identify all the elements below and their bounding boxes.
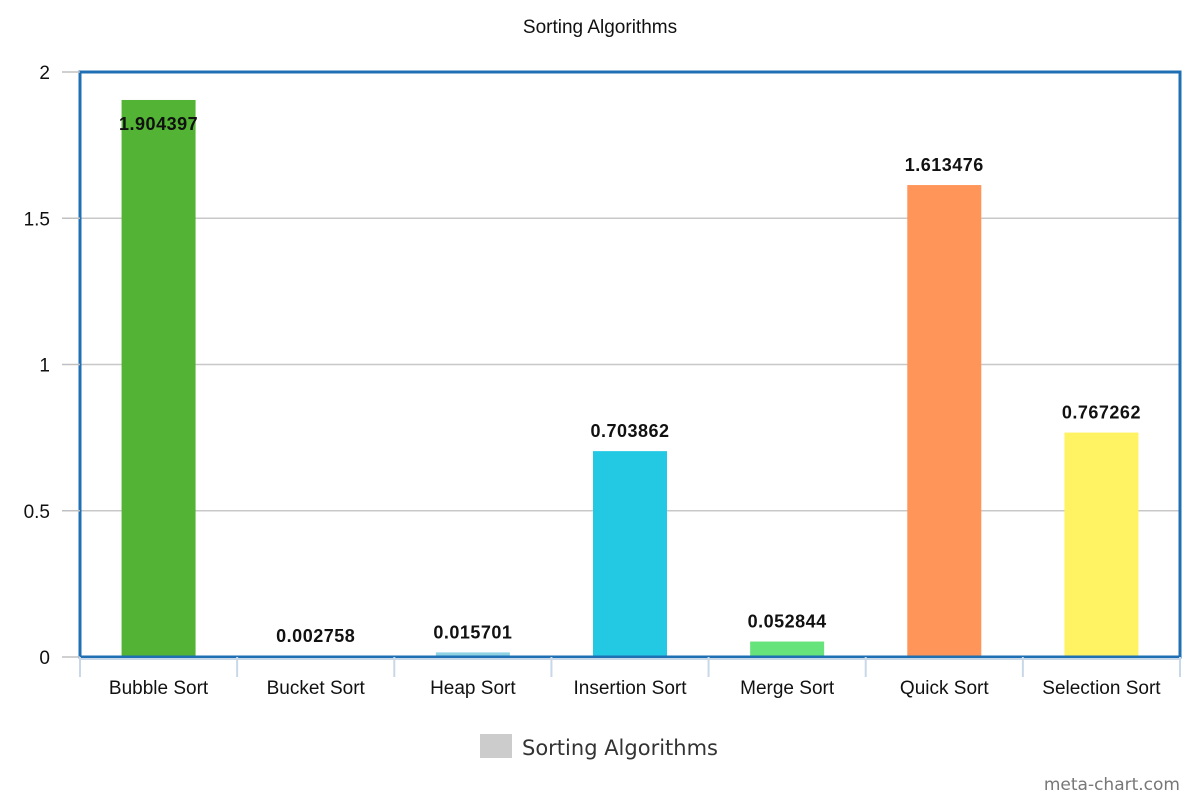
legend-label[interactable]: Sorting Algorithms xyxy=(522,736,718,760)
bar xyxy=(435,652,510,657)
y-tick-label: 0 xyxy=(39,648,50,669)
x-tick-label: Heap Sort xyxy=(430,678,516,699)
y-tick-label: 2 xyxy=(39,63,50,84)
chart-title: Sorting Algorithms xyxy=(523,17,677,38)
legend[interactable]: Sorting Algorithms xyxy=(480,734,718,760)
data-labels: 1.904397 0.002758 0.015701 0.703862 0.052844… xyxy=(119,114,1141,646)
bar xyxy=(1064,432,1139,657)
x-tick-label: Bucket Sort xyxy=(267,678,366,699)
data-label: 0.767262 xyxy=(1062,403,1141,423)
x-axis: Bubble Sort Bucket Sort Heap Sort Insertion… xyxy=(79,657,1181,699)
data-label: 1.904397 xyxy=(119,114,198,134)
bar xyxy=(593,451,667,657)
bars xyxy=(121,99,1139,658)
bar xyxy=(907,185,982,657)
data-label: 0.002758 xyxy=(276,626,355,646)
x-tick-label: Insertion Sort xyxy=(574,678,688,699)
bar xyxy=(750,641,825,657)
x-tick-label: Quick Sort xyxy=(900,678,989,699)
bar xyxy=(121,99,196,658)
y-tick-label: 0.5 xyxy=(24,502,50,523)
y-axis: 0 0.5 1 1.5 2 xyxy=(24,63,80,669)
x-tick-label: Selection Sort xyxy=(1042,678,1161,699)
data-label: 0.015701 xyxy=(433,622,512,642)
watermark[interactable]: meta-chart.com xyxy=(1044,775,1180,795)
legend-swatch[interactable] xyxy=(480,734,512,758)
x-tick-label: Merge Sort xyxy=(740,678,835,699)
data-label: 1.613476 xyxy=(905,155,984,175)
y-tick-label: 1.5 xyxy=(24,209,50,230)
data-label: 0.703862 xyxy=(590,421,669,441)
x-tick-label: Bubble Sort xyxy=(109,678,209,699)
data-label: 0.052844 xyxy=(748,612,827,632)
y-tick-label: 1 xyxy=(39,356,50,377)
